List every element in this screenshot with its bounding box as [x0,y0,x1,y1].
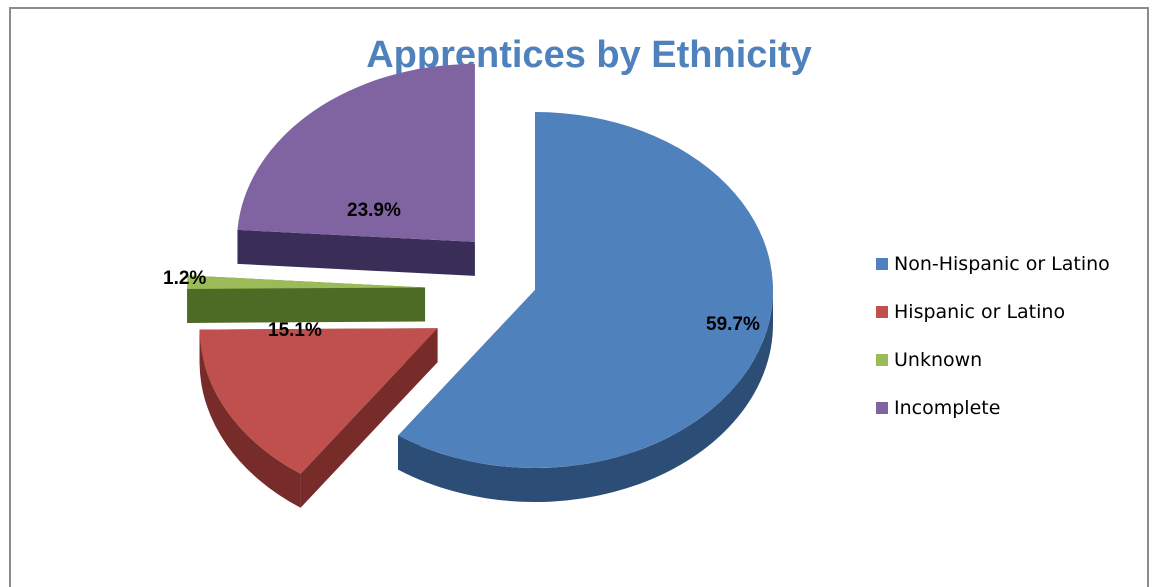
legend-item-non-hispanic-or-latino: Non-Hispanic or Latino [876,252,1110,276]
legend-item-incomplete: Incomplete [876,396,1110,420]
legend-swatch-unknown [876,354,888,366]
data-label-unknown: 1.2% [163,268,206,289]
data-label-non-hispanic-or-latino: 59.7% [706,314,760,335]
legend-label-hispanic-or-latino: Hispanic or Latino [894,301,1065,323]
data-label-hispanic-or-latino: 15.1% [268,320,322,341]
legend-label-unknown: Unknown [894,349,982,371]
data-label-incomplete: 23.9% [347,200,401,221]
legend-swatch-hispanic-or-latino [876,306,888,318]
legend-swatch-non-hispanic-or-latino [876,258,888,270]
legend-swatch-incomplete [876,402,888,414]
legend-label-non-hispanic-or-latino: Non-Hispanic or Latino [894,253,1110,275]
chart-legend: Non-Hispanic or Latino Hispanic or Latino… [876,252,1110,444]
legend-item-hispanic-or-latino: Hispanic or Latino [876,300,1110,324]
legend-label-incomplete: Incomplete [894,397,1000,419]
pie-slice-unknown [187,276,425,289]
legend-item-unknown: Unknown [876,348,1110,372]
